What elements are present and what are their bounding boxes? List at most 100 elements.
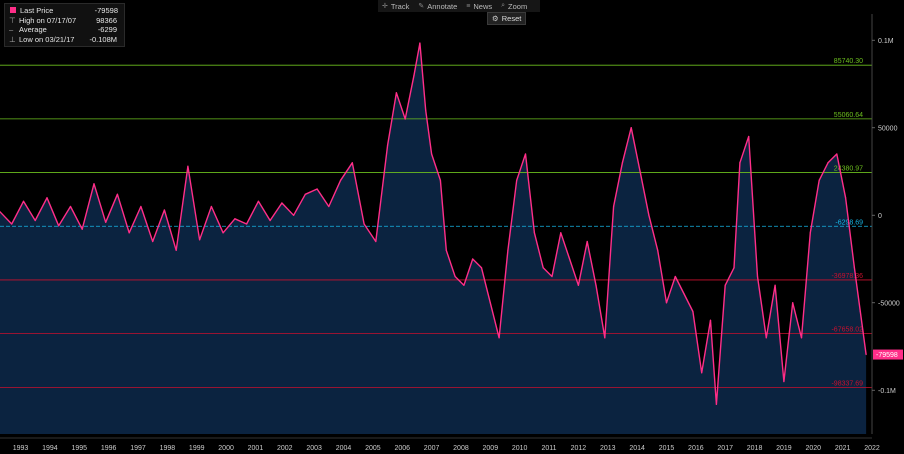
news-button[interactable]: ≡ News bbox=[466, 2, 492, 11]
data-point-42 bbox=[454, 275, 456, 278]
data-point-18 bbox=[210, 205, 212, 208]
data-point-45 bbox=[480, 267, 483, 269]
x-tick-label-18: 2011 bbox=[542, 445, 557, 452]
data-point-69 bbox=[692, 310, 694, 313]
x-tick-label-23: 2016 bbox=[688, 445, 704, 452]
data-point-90 bbox=[865, 353, 867, 356]
legend-last-price-label: Last Price bbox=[20, 6, 54, 15]
x-tick-label-10: 2003 bbox=[306, 445, 322, 452]
data-point-44 bbox=[472, 258, 474, 260]
average-marker-icon: – bbox=[9, 25, 14, 35]
data-point-30 bbox=[351, 162, 353, 164]
x-tick-label-27: 2020 bbox=[805, 445, 821, 452]
x-tick-label-1: 1994 bbox=[42, 445, 58, 452]
reset-icon: ⚙ bbox=[492, 14, 499, 23]
data-point-13 bbox=[152, 240, 154, 243]
data-point-5 bbox=[58, 225, 60, 227]
x-tick-label-13: 2006 bbox=[394, 445, 410, 452]
data-point-26 bbox=[304, 193, 306, 195]
data-point-16 bbox=[187, 165, 189, 167]
data-point-49 bbox=[516, 179, 518, 181]
legend-average-label: Average bbox=[19, 25, 47, 35]
data-point-66 bbox=[665, 302, 668, 304]
x-tick-label-7: 2000 bbox=[218, 445, 234, 452]
legend-low: ⊥ Low on 03/21/17 -0.108M bbox=[9, 35, 118, 45]
legend-average-value: -6299 bbox=[97, 25, 117, 35]
data-point-37 bbox=[419, 42, 421, 44]
data-point-81 bbox=[792, 302, 794, 304]
annotate-label: Annotate bbox=[427, 1, 458, 11]
data-point-84 bbox=[818, 179, 820, 181]
data-point-29 bbox=[339, 179, 342, 181]
x-tick-label-22: 2015 bbox=[659, 445, 675, 452]
x-tick-label-25: 2018 bbox=[747, 445, 763, 452]
data-point-43 bbox=[463, 284, 465, 286]
legend-last-price-value: -79598 bbox=[94, 6, 118, 15]
data-point-83 bbox=[809, 232, 811, 234]
data-point-74 bbox=[733, 267, 735, 269]
reference-line-label-6: -98337.69 bbox=[831, 380, 863, 387]
data-point-17 bbox=[199, 239, 201, 241]
legend-average: – Average -6299 bbox=[9, 25, 118, 35]
chart-toolbar: ✛ Track ✎ Annotate ≡ News ⌕ Zoom bbox=[378, 0, 541, 12]
data-point-34 bbox=[395, 92, 397, 94]
data-point-23 bbox=[269, 219, 271, 222]
data-point-39 bbox=[430, 153, 433, 155]
track-label: Track bbox=[390, 1, 410, 11]
x-tick-label-26: 2019 bbox=[776, 445, 792, 452]
zoom-button[interactable]: ⌕ Zoom bbox=[501, 2, 527, 11]
data-point-6 bbox=[69, 205, 72, 208]
data-point-52 bbox=[542, 267, 544, 269]
data-point-63 bbox=[639, 170, 641, 173]
news-label: News bbox=[473, 1, 493, 11]
data-point-28 bbox=[328, 205, 330, 208]
y-tick-label-2: 0 bbox=[878, 213, 882, 220]
reset-button[interactable]: ⚙ Reset bbox=[487, 12, 527, 25]
data-point-8 bbox=[93, 183, 95, 185]
data-point-24 bbox=[281, 202, 283, 204]
data-point-31 bbox=[363, 223, 365, 225]
crosshair-icon: ✛ bbox=[382, 3, 388, 10]
y-tick-label-3: -50000 bbox=[878, 300, 900, 307]
data-point-61 bbox=[621, 162, 624, 164]
track-button[interactable]: ✛ Track bbox=[382, 2, 409, 11]
area-fill-layer bbox=[0, 43, 867, 434]
x-tick-label-21: 2014 bbox=[629, 445, 645, 452]
low-marker-icon: ⊥ bbox=[9, 34, 16, 44]
x-tick-label-9: 2002 bbox=[277, 445, 293, 452]
data-point-88 bbox=[853, 267, 855, 269]
data-point-82 bbox=[800, 337, 803, 339]
data-point-4 bbox=[46, 197, 48, 199]
legend-panel: Last Price -79598 ⊤ High on 07/17/07 983… bbox=[4, 3, 125, 48]
data-point-77 bbox=[756, 275, 759, 278]
x-tick-label-11: 2004 bbox=[336, 445, 352, 452]
data-point-47 bbox=[498, 337, 500, 339]
data-point-40 bbox=[439, 179, 442, 181]
annotate-button[interactable]: ✎ Annotate bbox=[418, 2, 457, 11]
data-point-56 bbox=[577, 284, 579, 286]
y-tick-label-0: 0.1M bbox=[878, 38, 894, 45]
reference-lines: 85740.3055060.6424380.97-6298.69-36978.3… bbox=[0, 58, 872, 388]
data-point-9 bbox=[105, 221, 107, 223]
data-point-27 bbox=[316, 188, 318, 190]
data-point-48 bbox=[507, 249, 509, 251]
zoom-label: Zoom bbox=[508, 1, 528, 11]
data-point-87 bbox=[844, 197, 847, 199]
data-point-54 bbox=[560, 232, 562, 234]
legend-low-label: Low on 03/21/17 bbox=[19, 34, 75, 44]
series-line-layer bbox=[0, 42, 867, 405]
x-tick-label-16: 2009 bbox=[483, 445, 499, 452]
data-point-2 bbox=[22, 200, 25, 202]
data-point-22 bbox=[257, 200, 259, 202]
data-point-10 bbox=[116, 193, 119, 195]
data-point-80 bbox=[783, 380, 785, 383]
data-point-72 bbox=[715, 403, 717, 405]
x-tick-label-17: 2010 bbox=[512, 445, 528, 452]
high-marker-icon: ⊤ bbox=[9, 15, 16, 25]
reference-line-label-5: -67658.02 bbox=[831, 327, 863, 334]
data-point-11 bbox=[128, 232, 130, 234]
data-point-12 bbox=[140, 205, 142, 208]
data-point-57 bbox=[586, 240, 588, 243]
data-point-68 bbox=[683, 293, 685, 295]
